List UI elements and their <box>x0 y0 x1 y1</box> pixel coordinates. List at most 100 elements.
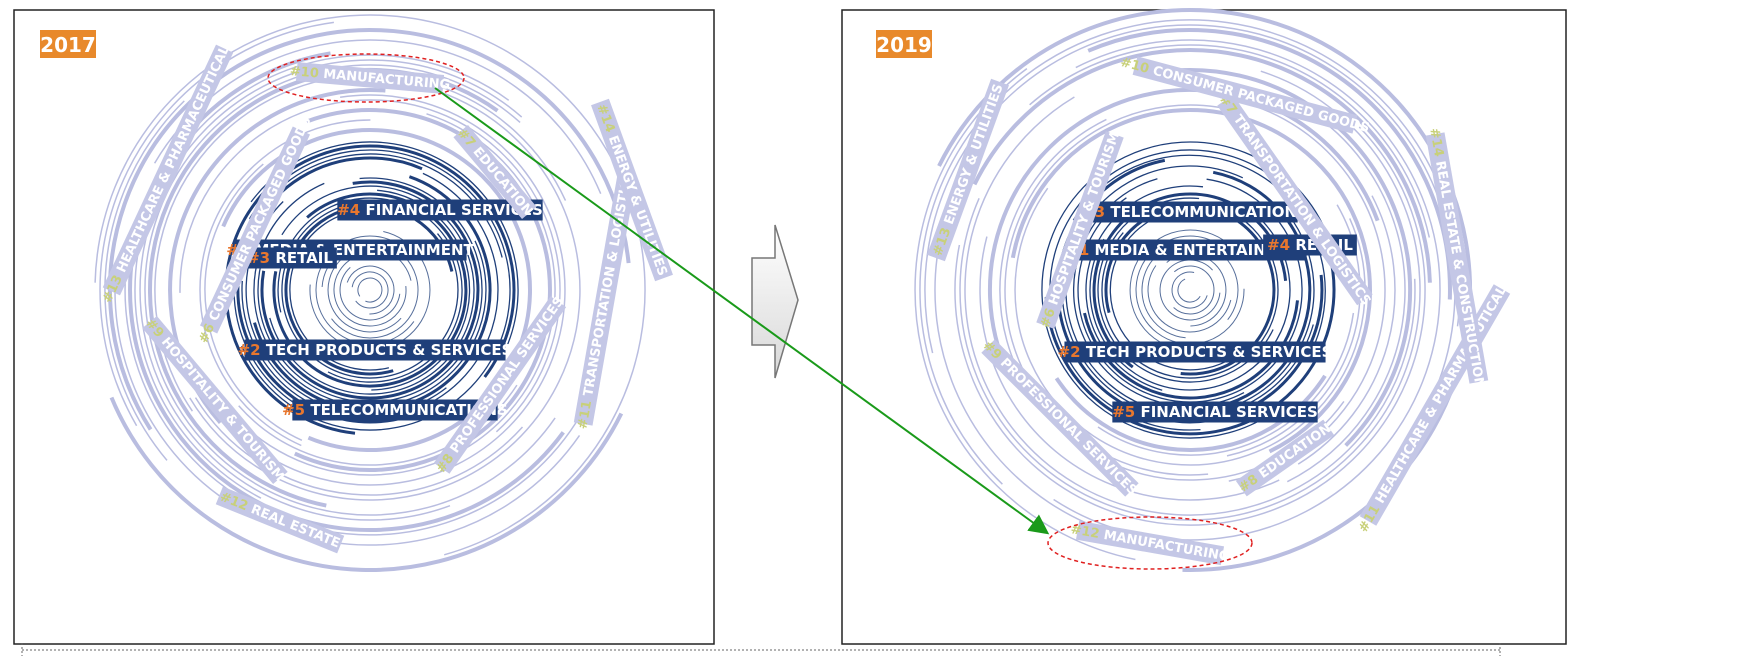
ring-arc <box>1077 178 1303 403</box>
industry-label-bg <box>1235 419 1335 497</box>
industry-label-text: #5 FINANCIAL SERVICES <box>1112 403 1318 421</box>
industry-label: #3 TELECOMMUNICATIONS <box>1082 201 1308 223</box>
year-label: 2017 <box>40 33 96 57</box>
ring-arc <box>154 74 567 412</box>
industry-name: FINANCIAL SERVICES <box>1135 403 1318 421</box>
ring-arc <box>1065 165 1315 415</box>
industry-label-bg <box>1064 341 1326 363</box>
rank-number: #2 <box>1058 343 1081 361</box>
ring-arc <box>987 87 1380 374</box>
ring-arc <box>1135 235 1245 345</box>
ring-arc <box>1097 312 1355 456</box>
ring-arc <box>1174 67 1413 447</box>
rank-number: #4 <box>1267 236 1290 254</box>
industry-label-text: #5 TELECOMMUNICATIONS <box>282 401 508 419</box>
industry-label-bg <box>1092 201 1298 223</box>
ring-arc <box>351 271 389 309</box>
ring-arc <box>1010 108 1372 454</box>
ring-arc <box>1147 265 1232 333</box>
ring-arc <box>1177 278 1201 303</box>
ring-arc <box>1286 109 1406 483</box>
industry-label-text: #4 FINANCIAL SERVICES <box>337 201 543 219</box>
industry-label-bg <box>1425 132 1489 384</box>
industry-label-bg <box>243 247 337 269</box>
industry-label-bg <box>981 339 1139 497</box>
ring-arc <box>346 265 395 315</box>
ring-arc <box>1089 209 1291 391</box>
ring-graphic <box>94 14 646 572</box>
ring-arc <box>1041 141 1330 439</box>
industry-label-bg <box>453 125 537 219</box>
industry-label-bg <box>1075 520 1225 566</box>
ring-arc <box>1173 265 1215 315</box>
industry-label-bg <box>1036 131 1124 329</box>
industry-name: TECH PRODUCTS & SERVICES <box>1081 343 1333 361</box>
industry-name: TECH PRODUCTS & SERVICES <box>261 341 513 359</box>
ring-arc <box>224 113 556 476</box>
industry-label-bg <box>295 62 445 94</box>
year-badge <box>876 30 932 58</box>
industry-label-bg <box>337 199 543 221</box>
ring-arc <box>208 94 566 486</box>
ring-arc <box>109 396 624 572</box>
ring-arc <box>99 21 335 427</box>
industry-label-text: #2 TECH PRODUCTS & SERVICES <box>1058 343 1333 361</box>
industry-label-bg <box>102 44 234 296</box>
industry-label: #5 TELECOMMUNICATIONS <box>282 399 508 421</box>
ring-arc <box>293 108 552 473</box>
industry-label: #2 TECH PRODUCTS & SERVICES <box>238 339 513 361</box>
ring-arc <box>179 99 561 433</box>
industry-label-bg <box>215 486 345 554</box>
rank-number: #5 <box>1112 403 1135 421</box>
industry-name: TELECOMMUNICATIONS <box>1105 203 1308 221</box>
ring-arc <box>972 48 1432 283</box>
industry-label-text: #3 RETAIL <box>247 249 333 267</box>
industry-label-bg <box>927 78 1009 262</box>
panel-2017: 2017 #1 MEDIA & ENTERTAINMENT#2 TECH PRO… <box>13 9 715 645</box>
ring-arc <box>241 149 511 431</box>
industry-label-bg <box>1073 239 1307 261</box>
ring-arc <box>979 236 1280 501</box>
industry-label-bg <box>142 315 288 485</box>
ring-arc <box>954 126 1426 526</box>
highlight-ellipse-2017 <box>267 53 465 103</box>
ring-arc <box>194 397 524 496</box>
ring-arc <box>964 96 1416 516</box>
ring-arc <box>253 175 492 412</box>
industry-label-text: #3 TELECOMMUNICATIONS <box>1082 203 1308 221</box>
ring-arc <box>339 267 401 321</box>
ring-arc <box>919 19 1461 485</box>
industry-label-bg <box>292 399 498 421</box>
ring-arc <box>333 254 407 327</box>
industry-label-bg <box>1112 401 1318 423</box>
ring-arc <box>357 277 383 303</box>
rank-number: #6 <box>1037 306 1058 330</box>
industry-label: #4 FINANCIAL SERVICES <box>337 199 543 221</box>
year-badge <box>40 30 96 58</box>
ring-arc <box>94 14 646 556</box>
rank-number: #12 <box>1070 522 1101 542</box>
ring-arc <box>1212 170 1312 408</box>
rank-number: #4 <box>337 201 360 219</box>
ring-arc <box>250 141 519 346</box>
ring-arc <box>1171 271 1208 309</box>
industry-label-bg <box>433 296 567 474</box>
ring-arc <box>1014 187 1366 466</box>
ring-arc <box>959 70 1421 521</box>
rank-number: #10 <box>289 64 319 81</box>
industry-label: #5 FINANCIAL SERVICES <box>1112 401 1318 423</box>
rank-change-arrow <box>434 87 1050 535</box>
ring-arc <box>1085 185 1204 391</box>
rank-number: #14 <box>1427 127 1447 158</box>
ring-arc <box>1044 245 1336 436</box>
ring-arc <box>1053 39 1441 541</box>
industry-label-bg <box>1132 56 1358 134</box>
ring-arc <box>269 185 475 395</box>
industry-label: #1 MEDIA & ENTERTAINMENT <box>1066 239 1315 261</box>
rank-number: #10 <box>1119 54 1151 76</box>
ring-arc <box>189 79 581 501</box>
ring-arc <box>144 64 556 516</box>
industry-label-bg <box>1217 94 1373 306</box>
industry-name: RETAIL <box>270 249 333 267</box>
panel-2019: 2019 #1 MEDIA & ENTERTAINMENT #2 TECH PRO… <box>841 8 1567 645</box>
